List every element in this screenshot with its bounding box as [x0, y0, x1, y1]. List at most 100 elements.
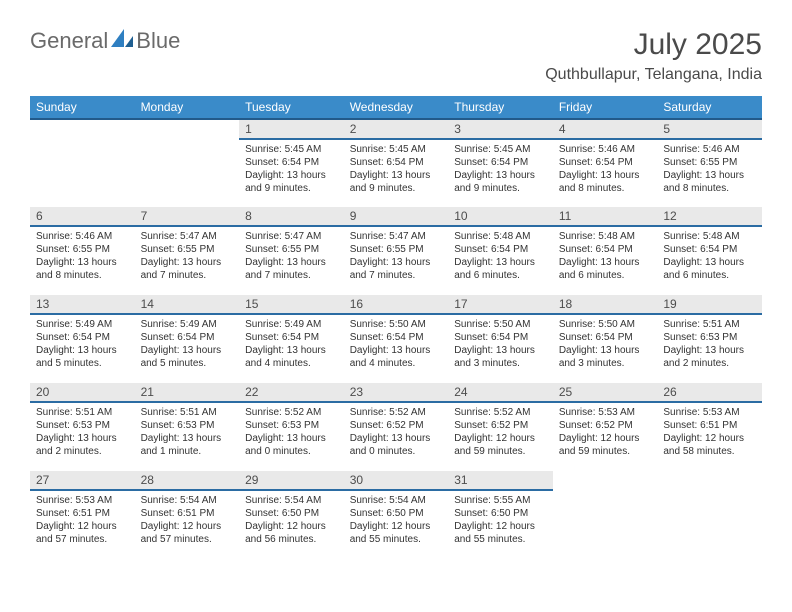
location-label: Quthbullapur, Telangana, India	[545, 66, 762, 84]
sunset-line: Sunset: 6:50 PM	[245, 508, 319, 519]
day-number: 15	[239, 295, 344, 315]
daylight-line: Daylight: 12 hours and 59 minutes.	[559, 433, 640, 457]
sunrise-line: Sunrise: 5:54 AM	[350, 495, 426, 506]
calendar-cell: 18Sunrise: 5:50 AMSunset: 6:54 PMDayligh…	[553, 295, 658, 383]
calendar-cell: 23Sunrise: 5:52 AMSunset: 6:52 PMDayligh…	[344, 383, 449, 471]
sunset-line: Sunset: 6:52 PM	[454, 420, 528, 431]
daylight-line: Daylight: 12 hours and 57 minutes.	[36, 521, 117, 545]
sail-icon	[111, 29, 133, 54]
sunrise-line: Sunrise: 5:48 AM	[559, 231, 635, 242]
sunset-line: Sunset: 6:54 PM	[559, 332, 633, 343]
day-number: 16	[344, 295, 449, 315]
daylight-line: Daylight: 13 hours and 3 minutes.	[454, 345, 535, 369]
sunrise-line: Sunrise: 5:45 AM	[350, 144, 426, 155]
day-number: 9	[344, 207, 449, 227]
daylight-line: Daylight: 13 hours and 2 minutes.	[663, 345, 744, 369]
day-details: Sunrise: 5:47 AMSunset: 6:55 PMDaylight:…	[344, 227, 449, 288]
sunset-line: Sunset: 6:55 PM	[36, 244, 110, 255]
calendar-page: General Blue July 2025 Quthbullapur, Tel…	[0, 0, 792, 587]
day-details: Sunrise: 5:51 AMSunset: 6:53 PMDaylight:…	[135, 403, 240, 464]
sunrise-line: Sunrise: 5:49 AM	[36, 319, 112, 330]
calendar-cell: 22Sunrise: 5:52 AMSunset: 6:53 PMDayligh…	[239, 383, 344, 471]
sunset-line: Sunset: 6:54 PM	[141, 332, 215, 343]
day-details: Sunrise: 5:45 AMSunset: 6:54 PMDaylight:…	[448, 140, 553, 201]
brand-word-1: General	[30, 28, 108, 54]
sunrise-line: Sunrise: 5:51 AM	[663, 319, 739, 330]
calendar-cell: 16 Sunrise: 5:50 AM Sunset: 6:54 PM Dayligh…	[344, 295, 449, 383]
day-details: Sunrise: 5:48 AMSunset: 6:54 PMDaylight:…	[448, 227, 553, 288]
day-details: Sunrise: 5:49 AMSunset: 6:54 PMDaylight:…	[30, 315, 135, 376]
day-number: 1	[239, 120, 344, 140]
daylight-line: Daylight: 13 hours and 5 minutes.	[36, 345, 117, 369]
day-number: 11	[553, 207, 658, 227]
sunset-line: Sunset: 6:54 PM	[454, 157, 528, 168]
day-details: Sunrise: 5:48 AMSunset: 6:54 PMDaylight:…	[657, 227, 762, 288]
day-number: 27	[30, 471, 135, 491]
daylight-line: Daylight: 13 hours and 6 minutes.	[663, 257, 744, 281]
day-details: Sunrise: 5:46 AMSunset: 6:55 PMDaylight:…	[657, 140, 762, 201]
sunrise-line: Sunrise: 5:49 AM	[245, 319, 321, 330]
sunset-line: Sunset: 6:51 PM	[141, 508, 215, 519]
day-number: 29	[239, 471, 344, 491]
calendar-cell: 27Sunrise: 5:53 AMSunset: 6:51 PMDayligh…	[30, 471, 135, 559]
day-details: Sunrise: 5:54 AMSunset: 6:51 PMDaylight:…	[135, 491, 240, 552]
day-details: Sunrise: 5:54 AMSunset: 6:50 PMDaylight:…	[344, 491, 449, 552]
sunrise-line: Sunrise: 5:51 AM	[141, 407, 217, 418]
sunset-line: Sunset: 6:53 PM	[36, 420, 110, 431]
calendar-cell: 0.	[135, 119, 240, 207]
daylight-line: Daylight: 12 hours and 55 minutes.	[350, 521, 431, 545]
day-details: Sunrise: 5:54 AMSunset: 6:50 PMDaylight:…	[239, 491, 344, 552]
calendar-cell: 19Sunrise: 5:51 AMSunset: 6:53 PMDayligh…	[657, 295, 762, 383]
brand-word-2: Blue	[136, 28, 180, 54]
calendar-row: 6Sunrise: 5:46 AMSunset: 6:55 PMDaylight…	[30, 207, 762, 295]
day-number: 30	[344, 471, 449, 491]
sunrise-line: Sunrise: 5:48 AM	[663, 231, 739, 242]
day-number: 28	[135, 471, 240, 491]
day-details: Sunrise: 5:52 AMSunset: 6:52 PMDaylight:…	[448, 403, 553, 464]
day-number: 8	[239, 207, 344, 227]
day-number: 21	[135, 383, 240, 403]
calendar-table: SundayMondayTuesdayWednesdayThursdayFrid…	[30, 96, 762, 559]
calendar-cell: 28Sunrise: 5:54 AMSunset: 6:51 PMDayligh…	[135, 471, 240, 559]
day-details: Sunrise: 5:51 AMSunset: 6:53 PMDaylight:…	[657, 315, 762, 376]
sunrise-line: Sunrise: 5:46 AM	[36, 231, 112, 242]
day-details: Sunrise: 5:49 AMSunset: 6:54 PMDaylight:…	[239, 315, 344, 376]
sunset-line: Sunset: 6:51 PM	[663, 420, 737, 431]
calendar-cell: 3Sunrise: 5:45 AMSunset: 6:54 PMDaylight…	[448, 119, 553, 207]
daylight-line: Daylight: 13 hours and 8 minutes.	[36, 257, 117, 281]
weekday-saturday: Saturday	[657, 96, 762, 119]
daylight-line: Daylight: 13 hours and 3 minutes.	[559, 345, 640, 369]
daylight-line: Daylight: 13 hours and 8 minutes.	[559, 170, 640, 194]
day-details: Sunrise: 5:52 AMSunset: 6:52 PMDaylight:…	[344, 403, 449, 464]
day-number: 19	[657, 295, 762, 315]
day-details: Sunrise: 5:53 AMSunset: 6:52 PMDaylight:…	[553, 403, 658, 464]
day-number: 24	[448, 383, 553, 403]
sunrise-line: Sunrise: 5:50 AM	[350, 319, 426, 330]
brand-logo: General Blue	[30, 28, 180, 54]
calendar-cell: 25Sunrise: 5:53 AMSunset: 6:52 PMDayligh…	[553, 383, 658, 471]
sunrise-line: Sunrise: 5:53 AM	[663, 407, 739, 418]
calendar-cell: 17Sunrise: 5:50 AMSunset: 6:54 PMDayligh…	[448, 295, 553, 383]
daylight-line: Daylight: 13 hours and 9 minutes.	[454, 170, 535, 194]
sunset-line: Sunset: 6:55 PM	[350, 244, 424, 255]
daylight-line: Daylight: 13 hours and 4 minutes.	[350, 345, 431, 369]
day-number: 14	[135, 295, 240, 315]
calendar-cell: 31Sunrise: 5:55 AMSunset: 6:50 PMDayligh…	[448, 471, 553, 559]
sunrise-line: Sunrise: 5:54 AM	[245, 495, 321, 506]
weekday-sunday: Sunday	[30, 96, 135, 119]
sunset-line: Sunset: 6:55 PM	[141, 244, 215, 255]
title-block: July 2025 Quthbullapur, Telangana, India	[545, 28, 762, 84]
calendar-cell: 24Sunrise: 5:52 AMSunset: 6:52 PMDayligh…	[448, 383, 553, 471]
weekday-row: SundayMondayTuesdayWednesdayThursdayFrid…	[30, 96, 762, 119]
sunset-line: Sunset: 6:54 PM	[245, 332, 319, 343]
sunset-line: Sunset: 6:54 PM	[350, 332, 424, 343]
weekday-thursday: Thursday	[448, 96, 553, 119]
day-details: Sunrise: 5:46 AMSunset: 6:54 PMDaylight:…	[553, 140, 658, 201]
calendar-row: 0.0.1Sunrise: 5:45 AMSunset: 6:54 PMDayl…	[30, 119, 762, 207]
sunset-line: Sunset: 6:53 PM	[141, 420, 215, 431]
calendar-cell: 21Sunrise: 5:51 AMSunset: 6:53 PMDayligh…	[135, 383, 240, 471]
day-details: Sunrise: 5:46 AM Sunset: 6:55 PM Daylight:…	[30, 227, 135, 288]
calendar-cell: 12Sunrise: 5:48 AMSunset: 6:54 PMDayligh…	[657, 207, 762, 295]
day-number: 5	[657, 120, 762, 140]
day-details: Sunrise: 5:45 AMSunset: 6:54 PMDaylight:…	[239, 140, 344, 201]
